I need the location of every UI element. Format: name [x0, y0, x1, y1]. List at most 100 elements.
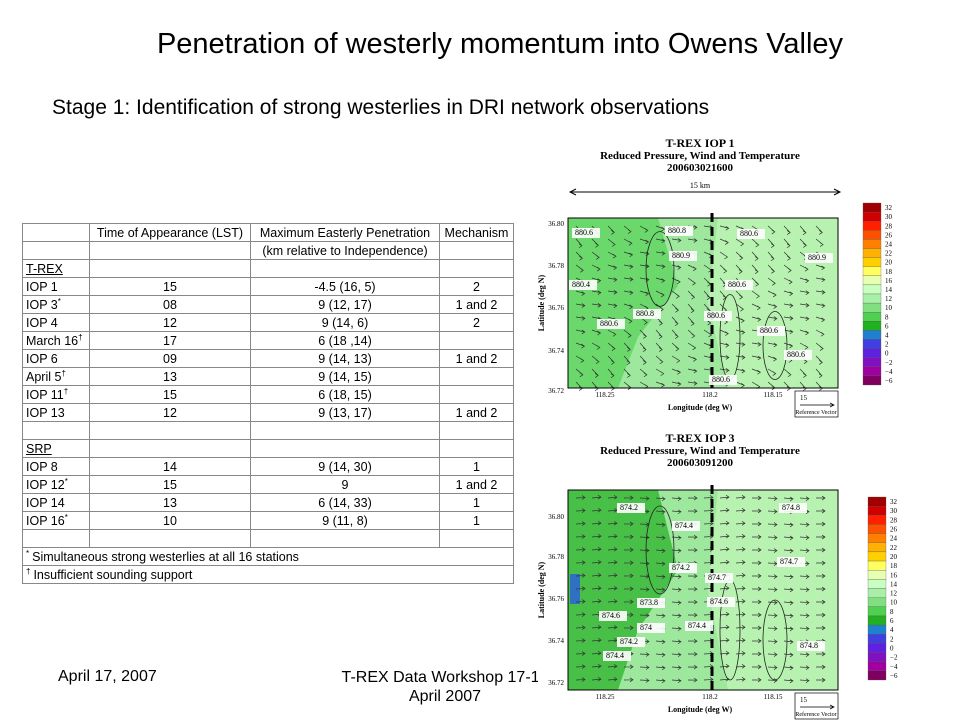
- wind-arrow: [687, 586, 698, 592]
- wind-arrow: [623, 573, 634, 579]
- header-cell: (km relative to Independence): [250, 241, 440, 260]
- label-text: IOP 13: [26, 405, 65, 420]
- wind-arrow: [655, 639, 666, 645]
- colorbar-label: 16: [890, 571, 898, 579]
- wind-arrow: [735, 355, 746, 360]
- row-label: IOP 6: [22, 349, 90, 368]
- table-row: IOP 8 14 9 (14, 30) 1: [22, 457, 514, 476]
- wind-arrow: [639, 329, 647, 339]
- reference-arrow: [800, 402, 835, 408]
- wind-arrow: [815, 573, 826, 579]
- label-text: March 16: [26, 333, 79, 348]
- wind-arrow: [607, 559, 618, 565]
- wind-arrow: [639, 238, 650, 245]
- wind-arrow: [735, 651, 746, 656]
- wind-arrow: [751, 586, 762, 592]
- wind-arrow: [639, 613, 650, 618]
- station-box: [777, 557, 805, 567]
- wind-arrow: [815, 677, 826, 683]
- wind-arrow: [719, 355, 730, 360]
- wind-arrow: [687, 316, 695, 326]
- wind-arrow: [655, 342, 663, 352]
- wind-arrow: [799, 587, 810, 592]
- wind-arrow: [815, 625, 826, 631]
- wind-arrow: [591, 637, 602, 643]
- wind-arrow: [719, 494, 730, 500]
- y-tick-label: 36.80: [548, 220, 564, 228]
- table-row: IOP 12* 15 9 1 and 2: [22, 475, 514, 494]
- wind-arrow: [607, 238, 616, 247]
- station-box: [665, 226, 693, 236]
- colorbar-label: 22: [885, 250, 893, 258]
- label-text: IOP 4: [26, 315, 58, 330]
- colorbar-label: 32: [890, 498, 898, 506]
- wind-arrow: [575, 329, 586, 335]
- contour: [645, 231, 675, 307]
- wind-arrow: [623, 329, 632, 338]
- wind-arrow: [671, 316, 679, 327]
- wind-arrow: [783, 522, 794, 528]
- wind-arrow: [783, 290, 794, 296]
- colorbar-label: 26: [885, 231, 893, 239]
- wind-arrow: [607, 520, 618, 526]
- label-text: IOP 11: [26, 387, 64, 402]
- colorbar-swatch: [867, 615, 887, 626]
- wind-arrow: [815, 290, 826, 295]
- wind-arrow: [607, 368, 615, 379]
- station-box: [572, 228, 600, 238]
- wind-arrow: [623, 664, 634, 670]
- wind-arrow: [767, 626, 778, 631]
- wind-arrow: [607, 546, 618, 552]
- wind-arrow: [815, 612, 826, 618]
- colorbar-label: 28: [885, 222, 893, 230]
- wind-arrow: [767, 316, 778, 321]
- wind-arrow: [655, 509, 666, 515]
- wind-arrow: [799, 290, 810, 295]
- station-box: [797, 641, 825, 651]
- wind-arrow: [655, 225, 666, 232]
- wind-arrow: [799, 535, 810, 540]
- wind-arrow: [623, 251, 634, 258]
- wind-arrow: [607, 342, 616, 351]
- wind-arrow: [671, 381, 682, 387]
- colorbar-swatch: [867, 496, 887, 507]
- wind-arrow: [671, 678, 682, 684]
- wind-arrow: [767, 368, 777, 376]
- colorbar-label: −4: [885, 368, 893, 376]
- wind-arrow: [719, 368, 730, 373]
- wind-arrow: [623, 586, 634, 592]
- pressure-label: 880.6: [740, 229, 758, 238]
- wind-arrow: [671, 496, 682, 502]
- wind-arrow: [783, 535, 794, 541]
- wind-arrow: [799, 652, 810, 657]
- wind-arrow: [655, 535, 666, 541]
- wind-arrow: [735, 381, 745, 388]
- wind-arrow: [623, 625, 634, 631]
- colorbar-label: −2: [885, 359, 893, 367]
- wind-arrow: [639, 368, 648, 378]
- wind-arrow: [767, 561, 778, 566]
- wind-arrow: [671, 303, 680, 313]
- wind-arrow: [815, 316, 826, 323]
- station-box: [709, 375, 737, 385]
- footer-workshop: T-REX Data Workshop 17-19 April 2007: [341, 669, 549, 705]
- wind-arrow: [751, 355, 762, 361]
- colorbar-label: 20: [885, 259, 893, 267]
- wind-arrow: [815, 508, 826, 514]
- reference-value: 15: [800, 696, 808, 704]
- section-cell: T-REX: [22, 259, 90, 278]
- wind-arrow: [735, 290, 744, 300]
- colorbar-swatch: [867, 652, 887, 662]
- colorbar-label: 2: [890, 635, 894, 643]
- wind-arrow: [783, 548, 794, 554]
- wind-arrow: [591, 559, 602, 565]
- label-text: IOP 1: [26, 279, 58, 294]
- colorbar-label: 22: [890, 544, 898, 552]
- wind-arrow: [575, 521, 586, 526]
- colorbar-label: 24: [885, 240, 893, 248]
- colorbar-label: 12: [885, 295, 893, 303]
- wind-arrow: [783, 496, 794, 502]
- station-box: [617, 637, 645, 647]
- wind-arrow: [607, 507, 618, 513]
- station-box: [779, 503, 807, 513]
